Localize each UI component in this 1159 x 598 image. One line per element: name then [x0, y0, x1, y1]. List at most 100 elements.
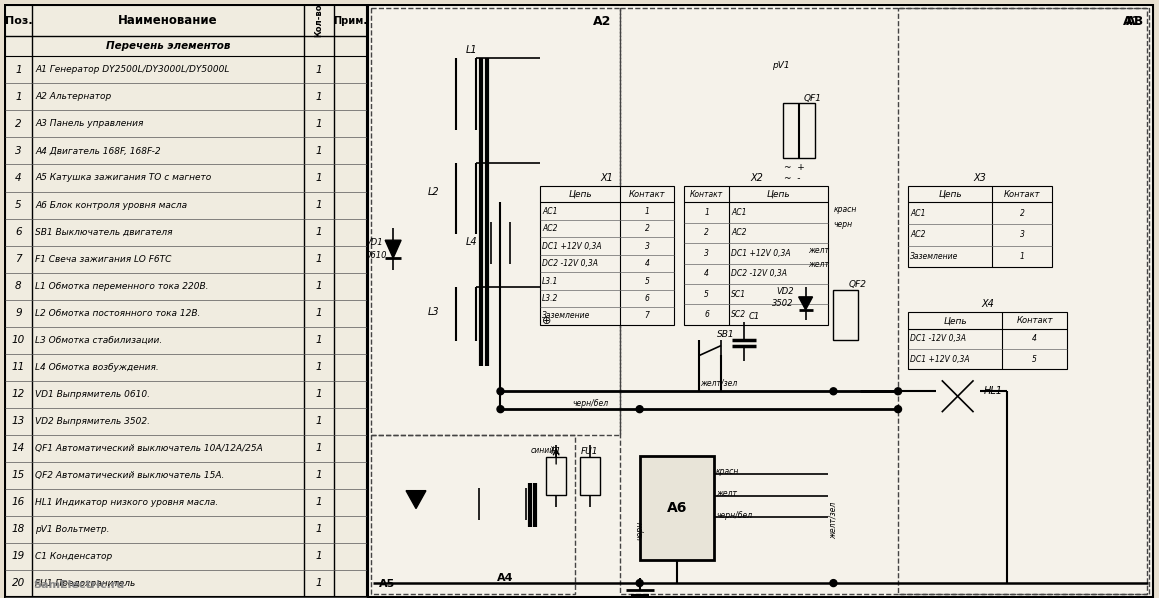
Circle shape	[830, 388, 837, 395]
Text: DC1 +12V 0,3А: DC1 +12V 0,3А	[542, 242, 602, 251]
Text: 3: 3	[705, 249, 709, 258]
Text: 7: 7	[644, 312, 649, 321]
Text: pV1: pV1	[772, 61, 789, 70]
Text: 1: 1	[315, 254, 322, 264]
Text: VD1 Выпрямитель 0610.: VD1 Выпрямитель 0610.	[36, 390, 151, 399]
Text: 6: 6	[705, 310, 709, 319]
Text: А3 Панель управления: А3 Панель управления	[36, 120, 144, 129]
Text: 1: 1	[315, 281, 322, 291]
Text: L3.2: L3.2	[542, 294, 559, 303]
Text: L2: L2	[428, 188, 439, 197]
Bar	[684, 185, 829, 325]
Circle shape	[497, 388, 504, 395]
Text: АС2: АС2	[731, 228, 746, 237]
Text: 18: 18	[12, 524, 25, 535]
Bar	[907, 312, 1067, 370]
Text: 14: 14	[12, 443, 25, 453]
Text: красн: красн	[716, 467, 739, 476]
Text: 1: 1	[315, 200, 322, 210]
Text: 7: 7	[15, 254, 22, 264]
Text: 1: 1	[1020, 252, 1025, 261]
Text: синий: синий	[531, 446, 554, 456]
Text: желт: желт	[809, 246, 830, 255]
Text: 3: 3	[1020, 230, 1025, 239]
Text: 2: 2	[15, 119, 22, 129]
Text: 1: 1	[315, 227, 322, 237]
Text: красн: красн	[833, 205, 857, 214]
Text: 1: 1	[315, 335, 322, 345]
Bar	[782, 103, 815, 158]
Circle shape	[895, 405, 902, 413]
Text: A1: A1	[1123, 15, 1142, 28]
Text: A3: A3	[1127, 15, 1145, 28]
Text: 3: 3	[15, 146, 22, 156]
Text: Кол-во: Кол-во	[314, 4, 323, 37]
Text: Прим.: Прим.	[334, 16, 367, 26]
Text: 8: 8	[15, 281, 22, 291]
Text: DC1 +12V 0,3А: DC1 +12V 0,3А	[910, 355, 970, 364]
Text: черн/бел: черн/бел	[716, 511, 752, 520]
Text: 5: 5	[1033, 355, 1037, 364]
Text: АС1: АС1	[731, 208, 746, 217]
Text: 1: 1	[705, 208, 709, 217]
Text: X4: X4	[981, 299, 994, 309]
Text: QF2: QF2	[848, 280, 866, 289]
Bar	[546, 457, 566, 495]
Text: 1: 1	[315, 173, 322, 183]
Text: 0610: 0610	[365, 251, 387, 260]
Text: 19: 19	[12, 551, 25, 562]
Text: АС2: АС2	[542, 224, 557, 233]
Text: F1: F1	[551, 447, 562, 456]
Text: DC2 -12V 0,3А: DC2 -12V 0,3А	[542, 259, 598, 268]
Text: желт/зел: желт/зел	[700, 379, 738, 388]
Text: QF1 Автоматический выключатель 10А/12А/25А: QF1 Автоматический выключатель 10А/12А/2…	[36, 444, 263, 453]
Text: 15: 15	[12, 471, 25, 480]
Bar	[371, 435, 575, 594]
Text: черн: черн	[833, 220, 853, 229]
Text: C1 Конденсатор: C1 Конденсатор	[36, 552, 112, 561]
Text: L1 Обмотка переменного тока 220В.: L1 Обмотка переменного тока 220В.	[36, 282, 209, 291]
Circle shape	[830, 579, 837, 587]
Text: 4: 4	[705, 269, 709, 278]
Text: L3 Обмотка стабилизации.: L3 Обмотка стабилизации.	[36, 335, 162, 344]
Text: VD2 Выпрямитель 3502.: VD2 Выпрямитель 3502.	[36, 417, 151, 426]
Text: Заземление: Заземление	[542, 312, 591, 321]
Text: 4: 4	[644, 259, 649, 268]
Text: А4 Двигатель 168F, 168F-2: А4 Двигатель 168F, 168F-2	[36, 147, 161, 155]
Text: HL1: HL1	[984, 386, 1003, 396]
Text: SC2: SC2	[731, 310, 746, 319]
Text: А6 Блок контроля уровня масла: А6 Блок контроля уровня масла	[36, 200, 188, 209]
Bar	[898, 8, 1150, 594]
Text: L3.1: L3.1	[542, 276, 559, 285]
Text: X3: X3	[974, 173, 986, 182]
Text: SamElectric.ru: SamElectric.ru	[34, 580, 125, 590]
Text: 1: 1	[315, 498, 322, 507]
Text: 1: 1	[315, 308, 322, 318]
Bar	[620, 8, 1146, 594]
Text: 1: 1	[315, 92, 322, 102]
Text: 1: 1	[315, 146, 322, 156]
Text: 2: 2	[644, 224, 649, 233]
Text: Наименование: Наименование	[118, 14, 218, 27]
Text: 10: 10	[12, 335, 25, 345]
Text: 1: 1	[15, 92, 22, 102]
Text: 1: 1	[315, 362, 322, 372]
Circle shape	[895, 388, 902, 395]
Text: QF1: QF1	[803, 93, 822, 103]
Text: 11: 11	[12, 362, 25, 372]
Text: A6: A6	[666, 501, 687, 515]
Text: C1: C1	[749, 312, 760, 321]
Circle shape	[636, 579, 643, 587]
Text: 1: 1	[315, 443, 322, 453]
Text: X1: X1	[600, 173, 614, 182]
Text: Перечень элементов: Перечень элементов	[105, 41, 231, 51]
Text: X2: X2	[750, 173, 763, 182]
Text: 9: 9	[15, 308, 22, 318]
Text: ~  -: ~ -	[783, 174, 800, 183]
Text: АС1: АС1	[910, 209, 926, 218]
Text: 1: 1	[644, 207, 649, 216]
Text: 20: 20	[12, 578, 25, 588]
Bar	[580, 457, 600, 495]
Circle shape	[497, 405, 504, 413]
Text: A5: A5	[379, 579, 395, 589]
